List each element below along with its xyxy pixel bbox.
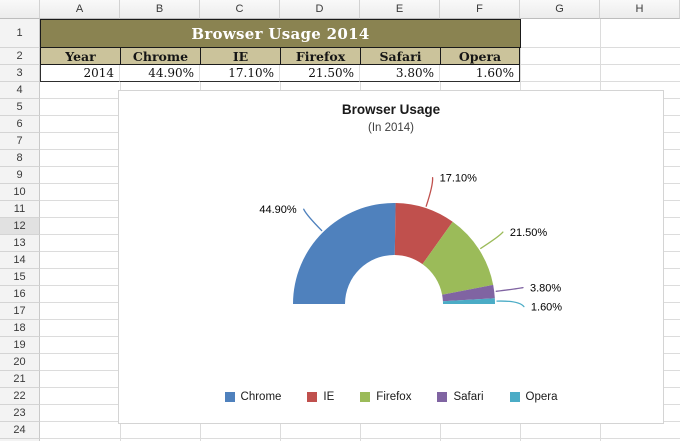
row-header-20[interactable]: 20	[0, 354, 40, 371]
table-data-cell-2[interactable]: 17.10%	[200, 65, 280, 82]
col-header-b[interactable]: B	[120, 0, 200, 19]
legend-item-opera[interactable]: Opera	[509, 391, 558, 403]
row-header-1[interactable]: 1	[0, 19, 40, 48]
row-header-4[interactable]: 4	[0, 82, 40, 99]
legend-swatch-icon	[360, 392, 371, 402]
legend-item-chrome[interactable]: Chrome	[224, 391, 282, 403]
table-data-cell-1[interactable]: 44.90%	[120, 65, 200, 82]
value-label-firefox: 21.50%	[510, 227, 548, 239]
row-header-3[interactable]: 3	[0, 65, 40, 82]
pie-slice-firefox[interactable]	[422, 221, 494, 295]
legend-item-firefox[interactable]: Firefox	[360, 391, 411, 403]
legend-label: Opera	[525, 391, 558, 403]
row-header-18[interactable]: 18	[0, 320, 40, 337]
legend-label: Firefox	[376, 391, 412, 403]
table-header-cell-ie[interactable]: IE	[200, 48, 280, 65]
row-header-23[interactable]: 23	[0, 405, 40, 422]
table-header-cell-safari[interactable]: Safari	[360, 48, 440, 65]
half-doughnut-plot: 44.90% 17.10% 21.50% 3.80% 1.60%	[259, 173, 562, 314]
select-all-corner[interactable]	[0, 0, 40, 19]
legend-swatch-icon	[307, 392, 318, 402]
table-header-cell-year[interactable]: Year	[40, 48, 120, 65]
col-header-e[interactable]: E	[360, 0, 440, 19]
table-title-cell[interactable]: Browser Usage 2014	[40, 19, 521, 48]
row-header-11[interactable]: 11	[0, 201, 40, 218]
legend-swatch-icon	[224, 392, 235, 402]
row-header-15[interactable]: 15	[0, 269, 40, 286]
row-header-7[interactable]: 7	[0, 133, 40, 150]
col-header-a[interactable]: A	[40, 0, 120, 19]
legend-item-ie[interactable]: IE	[307, 391, 334, 403]
value-label-ie: 17.10%	[440, 173, 478, 185]
value-label-safari: 3.80%	[530, 283, 561, 295]
row-header-12[interactable]: 12	[0, 218, 40, 235]
row-header-19[interactable]: 19	[0, 337, 40, 354]
col-header-f[interactable]: F	[440, 0, 520, 19]
row-header-column: 1234567891011121314151617181920212223242…	[0, 19, 40, 441]
leader-line-ie	[425, 177, 434, 207]
leader-line-chrome	[303, 208, 323, 232]
pie-slice-opera[interactable]	[442, 298, 495, 304]
leader-line-opera	[496, 300, 525, 308]
row-header-25[interactable]: 25	[0, 439, 40, 441]
col-header-h[interactable]: H	[600, 0, 680, 19]
table-data-cell-3[interactable]: 21.50%	[280, 65, 360, 82]
col-header-g[interactable]: G	[520, 0, 600, 19]
row-header-13[interactable]: 13	[0, 235, 40, 252]
chart-subtitle: (In 2014)	[367, 122, 415, 134]
row-header-24[interactable]: 24	[0, 422, 40, 439]
table-header-cell-opera[interactable]: Opera	[440, 48, 520, 65]
table-header-cell-chrome[interactable]: Chrome	[120, 48, 200, 65]
data-table: Browser Usage 2014 Year Chrome IE Firefox Sa…	[40, 19, 521, 82]
table-data-cell-4[interactable]: 3.80%	[360, 65, 440, 82]
row-header-5[interactable]: 5	[0, 99, 40, 116]
value-label-opera: 1.60%	[531, 302, 562, 314]
col-header-d[interactable]: D	[280, 0, 360, 19]
row-header-21[interactable]: 21	[0, 371, 40, 388]
legend-label: IE	[323, 391, 335, 403]
leader-line-safari	[495, 286, 524, 292]
chart-title: Browser Usage	[341, 102, 441, 117]
row-header-6[interactable]: 6	[0, 116, 40, 133]
leader-line-firefox	[480, 231, 504, 250]
table-data-cell-0[interactable]: 2014	[40, 65, 120, 82]
row-header-14[interactable]: 14	[0, 252, 40, 269]
legend-label: Chrome	[240, 391, 282, 403]
table-header-row: Year Chrome IE Firefox Safari Opera	[40, 48, 521, 65]
legend-label: Safari	[453, 391, 484, 403]
legend-swatch-icon	[437, 392, 448, 402]
row-header-2[interactable]: 2	[0, 48, 40, 65]
table-data-row: 2014 44.90% 17.10% 21.50% 3.80% 1.60%	[40, 65, 521, 82]
chart[interactable]: Browser Usage (In 2014) 44.90% 17.10% 21.5…	[118, 90, 664, 424]
row-header-10[interactable]: 10	[0, 184, 40, 201]
value-label-chrome: 44.90%	[259, 204, 297, 216]
row-header-8[interactable]: 8	[0, 150, 40, 167]
table-data-cell-5[interactable]: 1.60%	[440, 65, 520, 82]
legend-item-safari[interactable]: Safari	[437, 391, 484, 403]
row-header-17[interactable]: 17	[0, 303, 40, 320]
row-header-16[interactable]: 16	[0, 286, 40, 303]
pie-slice-ie[interactable]	[394, 203, 453, 265]
table-header-cell-firefox[interactable]: Firefox	[280, 48, 360, 65]
pie-slice-chrome[interactable]	[293, 202, 396, 304]
legend-swatch-icon	[509, 392, 520, 402]
row-header-22[interactable]: 22	[0, 388, 40, 405]
row-header-9[interactable]: 9	[0, 167, 40, 184]
chart-legend: Chrome IE Firefox Safari Opera	[119, 391, 663, 403]
pie-slice-safari[interactable]	[442, 284, 495, 302]
col-header-c[interactable]: C	[200, 0, 280, 19]
